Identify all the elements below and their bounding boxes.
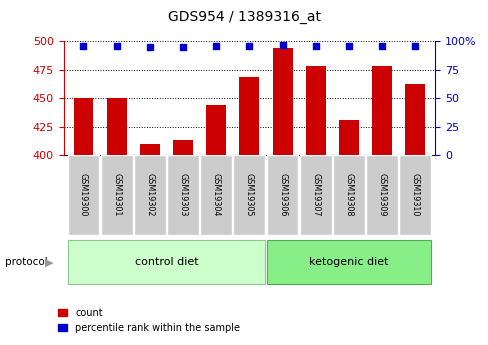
FancyBboxPatch shape [233,155,265,235]
Text: GSM19310: GSM19310 [410,173,419,217]
FancyBboxPatch shape [134,155,165,235]
Text: protocol: protocol [5,257,47,267]
FancyBboxPatch shape [67,155,99,235]
Point [377,43,385,49]
Bar [239,77,259,155]
Bar [405,83,425,155]
Text: GSM19309: GSM19309 [377,173,386,217]
FancyBboxPatch shape [266,240,430,284]
Point [245,43,253,49]
FancyBboxPatch shape [266,155,298,235]
Bar [371,67,391,155]
Bar [206,105,225,155]
Text: GSM19301: GSM19301 [112,173,121,217]
Text: GSM19302: GSM19302 [145,173,154,217]
FancyBboxPatch shape [167,155,199,235]
Text: GSM19307: GSM19307 [311,173,320,217]
Point [113,43,121,49]
Legend: count, percentile rank within the sample: count, percentile rank within the sample [54,304,244,337]
Text: GSM19305: GSM19305 [244,173,253,217]
Point [179,44,186,50]
FancyBboxPatch shape [366,155,397,235]
Bar [338,120,358,155]
Point [278,42,286,48]
FancyBboxPatch shape [299,155,331,235]
Text: control diet: control diet [134,257,198,267]
FancyBboxPatch shape [200,155,232,235]
Bar [106,98,126,155]
Text: GDS954 / 1389316_at: GDS954 / 1389316_at [168,10,320,24]
FancyBboxPatch shape [332,155,364,235]
Text: ketogenic diet: ketogenic diet [308,257,388,267]
Text: GSM19304: GSM19304 [211,173,220,217]
Text: ▶: ▶ [45,257,53,267]
Point [410,43,418,49]
Point [80,43,87,49]
Bar [305,67,325,155]
FancyBboxPatch shape [399,155,430,235]
Text: GSM19300: GSM19300 [79,173,88,217]
Point [145,44,153,50]
Text: GSM19303: GSM19303 [178,173,187,217]
Bar [173,140,193,155]
Point [311,43,319,49]
Text: GSM19306: GSM19306 [278,173,286,217]
Point [212,43,220,49]
FancyBboxPatch shape [101,155,132,235]
Bar [140,144,160,155]
FancyBboxPatch shape [67,240,265,284]
Point [345,43,352,49]
Text: GSM19308: GSM19308 [344,173,353,217]
Bar [272,48,292,155]
Bar [73,98,93,155]
